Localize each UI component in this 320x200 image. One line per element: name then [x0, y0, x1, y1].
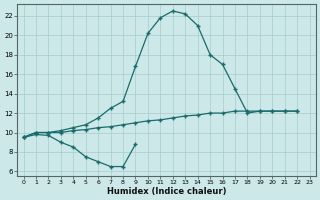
- X-axis label: Humidex (Indice chaleur): Humidex (Indice chaleur): [107, 187, 226, 196]
